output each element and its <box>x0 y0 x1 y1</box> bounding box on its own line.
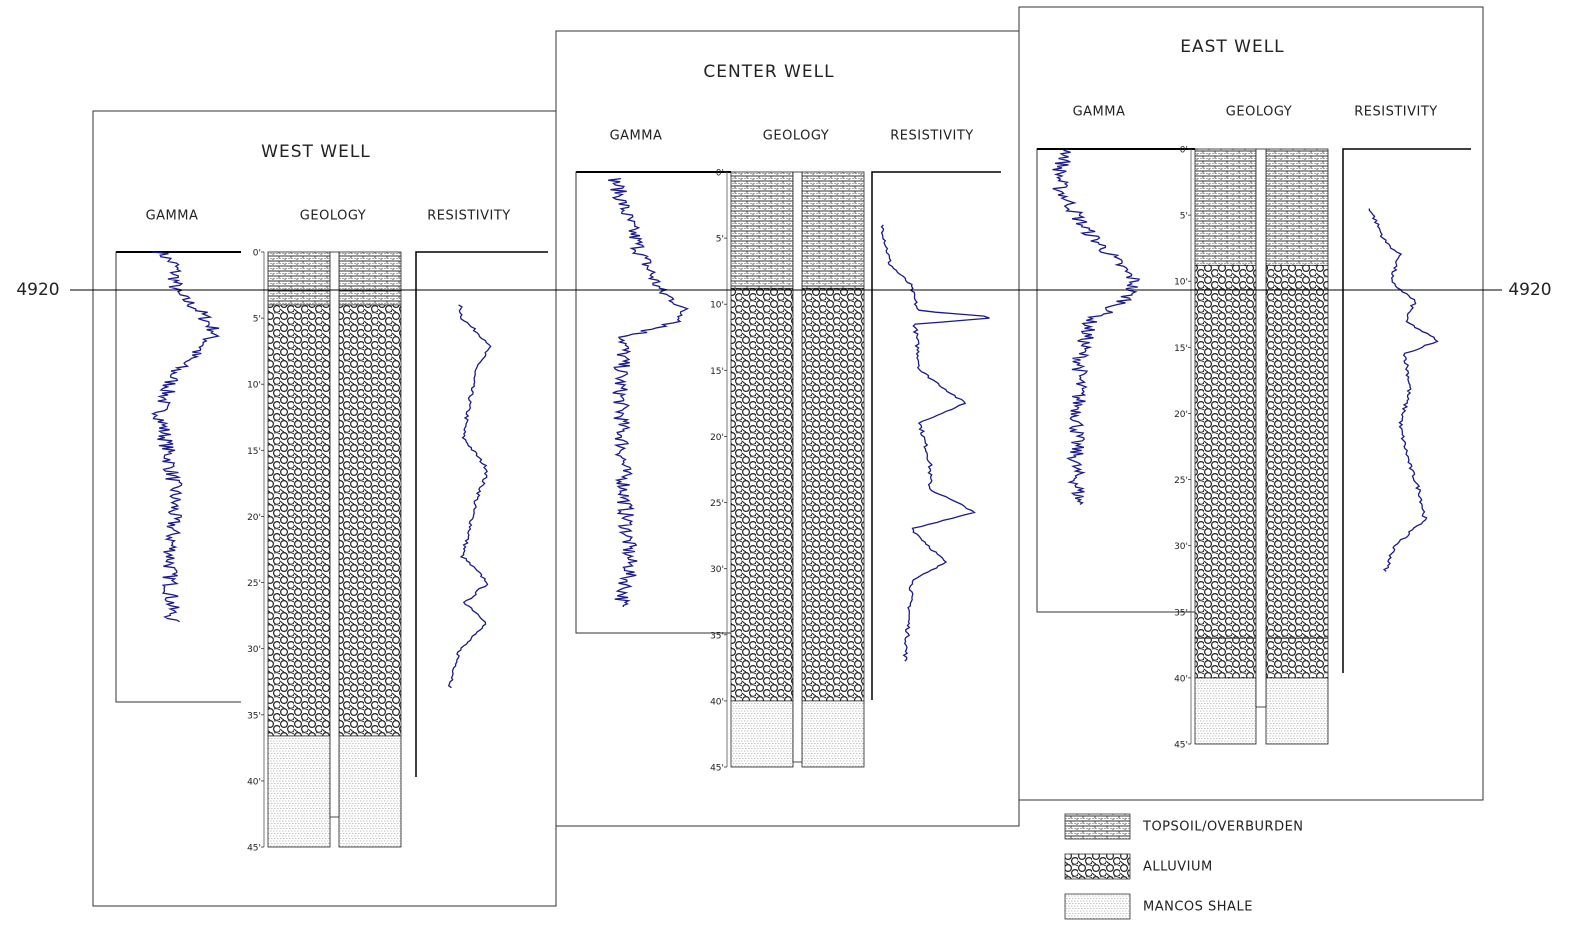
depth-label: 10' <box>1174 278 1188 288</box>
borehole <box>330 252 339 817</box>
borehole <box>793 172 802 762</box>
legend-swatch <box>1065 814 1130 839</box>
geology-layer <box>731 288 793 701</box>
geology-layer <box>268 736 330 847</box>
geology-layer <box>731 701 793 767</box>
depth-label: 45' <box>710 764 724 774</box>
depth-label: 35' <box>247 711 261 721</box>
geology-layer <box>731 172 793 288</box>
geology-layer <box>802 172 864 288</box>
depth-label: 35' <box>710 631 724 641</box>
depth-label: 0' <box>1180 146 1188 156</box>
geology-layer <box>268 305 330 736</box>
well-panel: EAST WELL GAMMA GEOLOGY RESISTIVITY 0' 5' 10' 1… <box>1019 7 1483 800</box>
geology-layer <box>339 252 401 305</box>
legend-swatch <box>1065 854 1130 879</box>
depth-label: 30' <box>1174 542 1188 552</box>
content: WEST WELL GAMMA GEOLOGY RESISTIVITY 0' 5' 10' 1… <box>16 7 1551 919</box>
column-header: RESISTIVITY <box>1354 105 1437 120</box>
geology-layer <box>1266 149 1328 265</box>
geology-layer <box>268 252 330 305</box>
depth-label: 35' <box>1174 608 1188 618</box>
depth-label: 20' <box>710 433 724 443</box>
geology-layer <box>1195 638 1256 678</box>
geology-layer <box>339 736 401 847</box>
geology-layer <box>1195 678 1256 744</box>
geology-layer <box>339 305 401 736</box>
depth-label: 25' <box>1174 476 1188 486</box>
depth-label: 15' <box>247 447 261 457</box>
legend-swatch <box>1065 894 1130 919</box>
column-header: GEOLOGY <box>763 129 829 144</box>
well-title: CENTER WELL <box>703 62 834 82</box>
column-header: GEOLOGY <box>300 209 366 224</box>
depth-label: 15' <box>710 367 724 377</box>
column-header: GAMMA <box>610 129 663 144</box>
geology-layer <box>1195 265 1256 638</box>
geology-layer <box>802 701 864 767</box>
geology-layer <box>802 288 864 701</box>
datum-label: 4920 <box>16 280 59 300</box>
depth-label: 40' <box>710 697 724 707</box>
depth-label: 20' <box>1174 410 1188 420</box>
datum-label: 4920 <box>1508 280 1551 300</box>
well-panel: WEST WELL GAMMA GEOLOGY RESISTIVITY 0' 5' 10' 1… <box>93 111 556 906</box>
legend-label: TOPSOIL/OVERBURDEN <box>1142 820 1304 835</box>
depth-label: 0' <box>716 169 724 179</box>
well-log-diagram: WEST WELL GAMMA GEOLOGY RESISTIVITY 0' 5' 10' 1… <box>0 0 1591 936</box>
legend-label: MANCOS SHALE <box>1143 900 1253 915</box>
depth-label: 25' <box>247 579 261 589</box>
depth-label: 45' <box>247 844 261 854</box>
depth-label: 15' <box>1174 344 1188 354</box>
depth-label: 40' <box>1174 674 1188 684</box>
depth-label: 30' <box>247 645 261 655</box>
depth-label: 45' <box>1174 741 1188 751</box>
depth-label: 20' <box>247 513 261 523</box>
well-title: WEST WELL <box>261 142 371 162</box>
well-panel: CENTER WELL GAMMA GEOLOGY RESISTIVITY 0' 5' 10… <box>556 31 1019 826</box>
geology-layer <box>1266 678 1328 744</box>
depth-label: 10' <box>710 301 724 311</box>
column-header: GAMMA <box>1073 105 1126 120</box>
well-title: EAST WELL <box>1180 37 1284 57</box>
depth-label: 40' <box>247 777 261 787</box>
geology-layer <box>1195 149 1256 265</box>
geology-layer <box>1266 265 1328 638</box>
geology-layer <box>1266 638 1328 678</box>
depth-label: 30' <box>710 565 724 575</box>
depth-label: 5' <box>1180 212 1188 222</box>
depth-label: 0' <box>253 249 261 259</box>
column-header: GEOLOGY <box>1226 105 1292 120</box>
column-header: GAMMA <box>146 209 199 224</box>
depth-label: 5' <box>716 235 724 245</box>
depth-label: 10' <box>247 381 261 391</box>
borehole <box>1256 149 1266 707</box>
column-header: RESISTIVITY <box>890 129 973 144</box>
column-header: RESISTIVITY <box>427 209 510 224</box>
legend-label: ALLUVIUM <box>1143 860 1213 875</box>
depth-label: 5' <box>253 315 261 325</box>
depth-label: 25' <box>710 499 724 509</box>
